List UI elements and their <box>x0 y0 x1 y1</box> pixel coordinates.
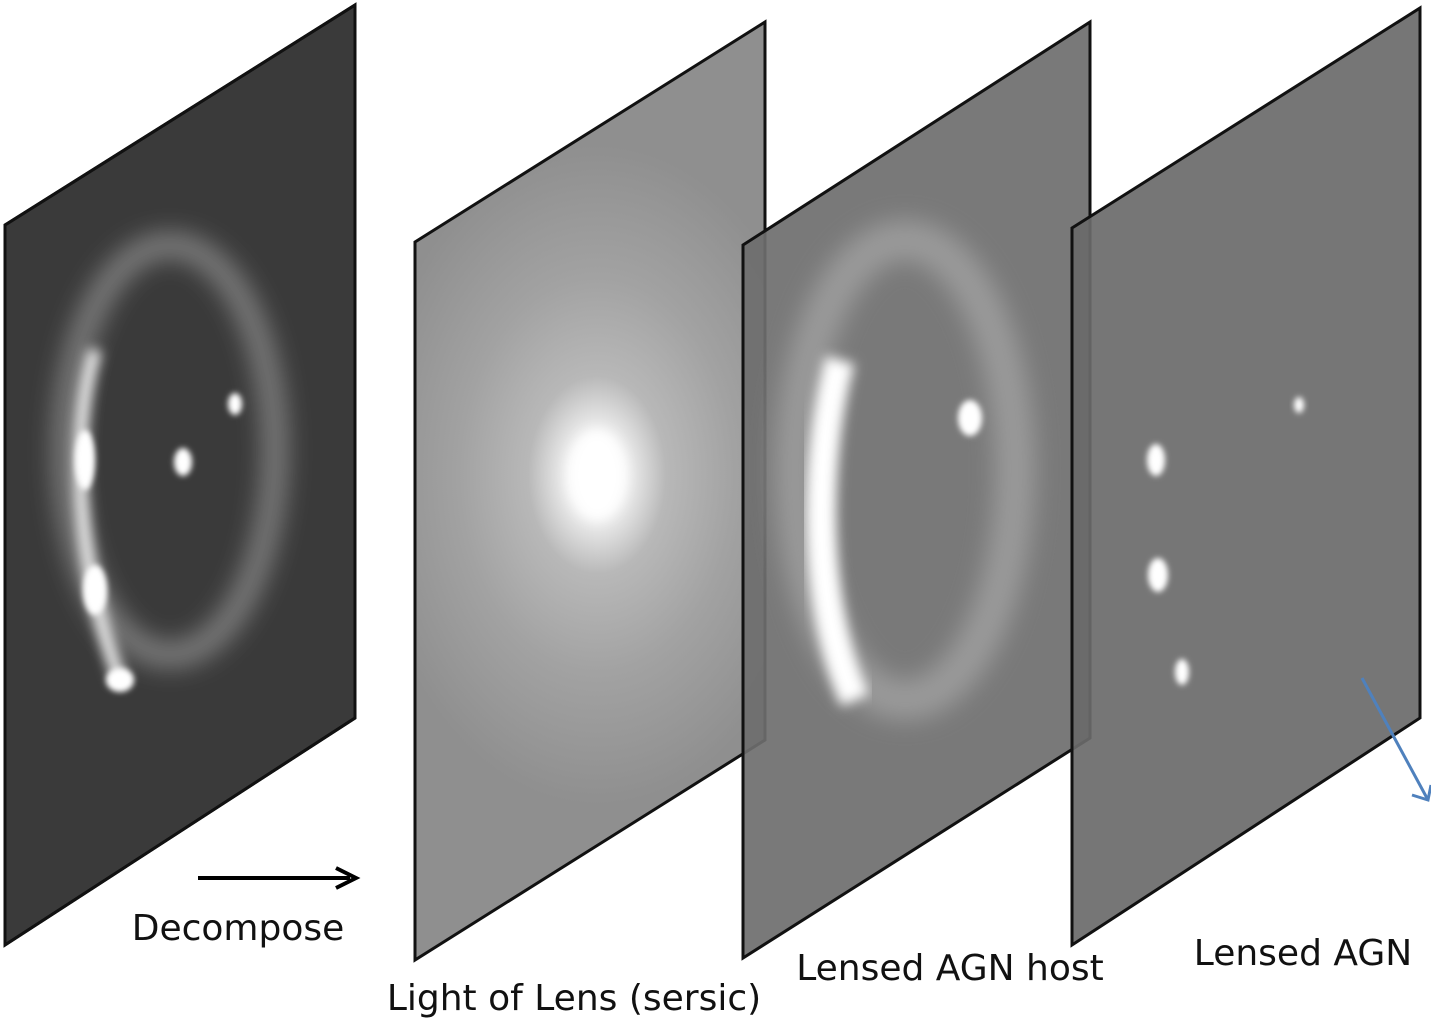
decompose-arrow <box>198 868 356 888</box>
observed-panel <box>5 5 355 945</box>
diagram: Decompose Light of Lens (sersic) Lensed … <box>0 0 1431 1023</box>
panel-label: Lensed AGN <box>1194 933 1412 974</box>
agn-panel <box>1072 8 1420 945</box>
host-panel <box>743 22 1090 958</box>
panel-label: Light of Lens (sersic) <box>387 978 761 1019</box>
decompose-label: Decompose <box>132 908 345 949</box>
panel-label: Lensed AGN host <box>796 948 1104 989</box>
